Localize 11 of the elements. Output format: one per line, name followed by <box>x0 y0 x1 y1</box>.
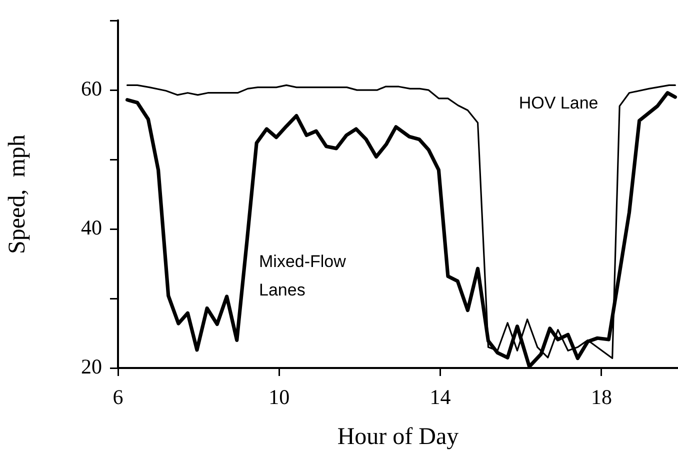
y-tick-label: 20 <box>81 354 102 379</box>
y-tick-label: 60 <box>81 76 102 101</box>
x-tick-label: 6 <box>112 385 124 410</box>
x-tick-label: 18 <box>590 385 612 410</box>
x-axis-title: Hour of Day <box>337 424 459 450</box>
y-tick-label: 40 <box>81 216 102 240</box>
series-label: Mixed-Flow Lanes <box>259 252 347 300</box>
y-axis-title: Speed, mph <box>4 134 31 254</box>
x-tick-label: 14 <box>430 385 452 410</box>
x-tick-label: 10 <box>268 385 290 410</box>
series-label: HOV Lane <box>518 94 598 113</box>
